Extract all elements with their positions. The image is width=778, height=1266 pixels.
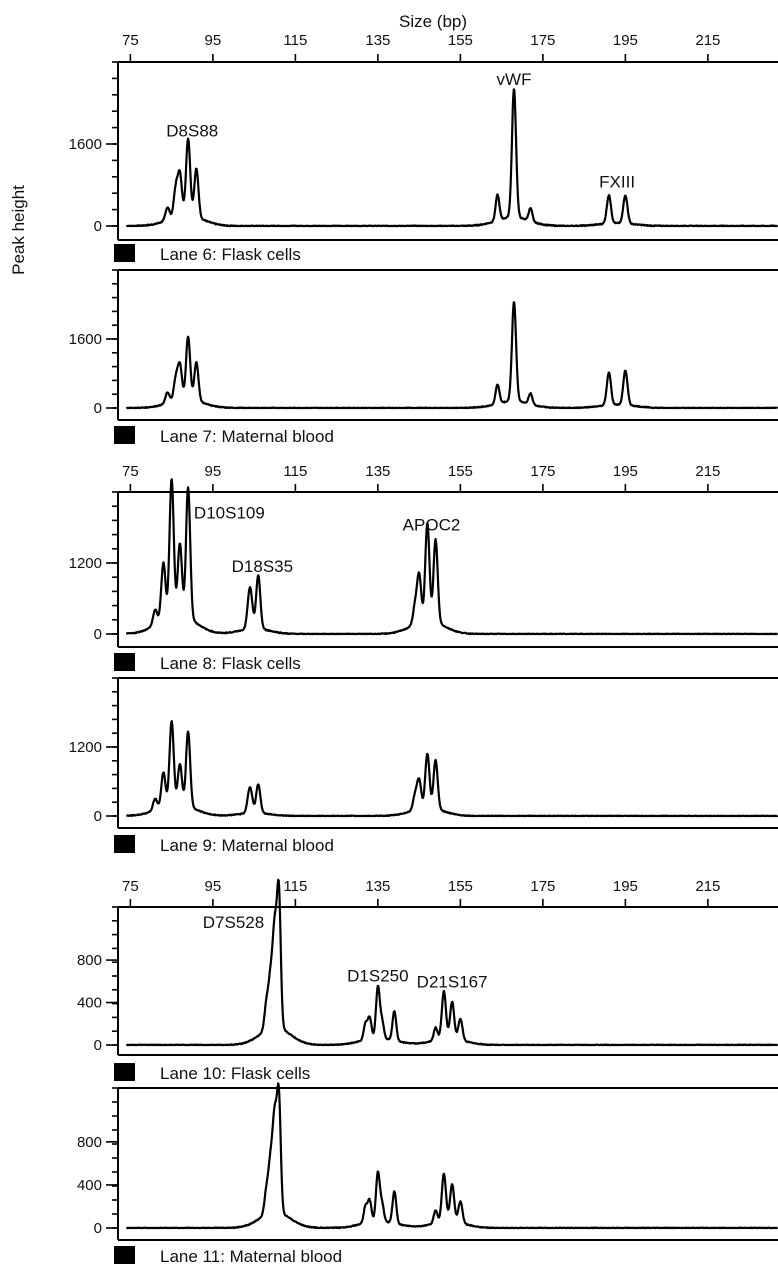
peak-label: D21S167 <box>417 973 488 992</box>
lane-panels: 75 95 115 135 155 175 195 215 0 1600 D8S88 vWF FXIII… <box>69 32 778 1266</box>
lane-trace <box>125 478 778 636</box>
y-tick-label: 1200 <box>69 555 102 572</box>
y-tick-label: 0 <box>94 1037 102 1054</box>
peak-label: vWF <box>497 70 532 89</box>
lane-label: Lane 9: Maternal blood <box>160 836 334 855</box>
lane-trace <box>125 301 778 410</box>
lane-marker-square <box>114 426 135 444</box>
y-tick-label: 400 <box>77 995 102 1012</box>
peak-label: D18S35 <box>232 557 293 576</box>
y-tick-label: 1600 <box>69 331 102 348</box>
x-tick-label: 195 <box>613 463 638 480</box>
lane-label: Lane 8: Flask cells <box>160 654 301 673</box>
y-tick-label: 0 <box>94 808 102 825</box>
lane-marker-square <box>114 653 135 671</box>
x-tick-label: 215 <box>695 463 720 480</box>
y-tick-label: 400 <box>77 1177 102 1194</box>
lane-panel: 75 95 115 135 155 175 195 215 0 1600 D8S88 vWF FXIII… <box>69 32 778 264</box>
lane-label: Lane 11: Maternal blood <box>160 1247 342 1266</box>
y-tick-label: 0 <box>94 400 102 417</box>
x-tick-label: 155 <box>448 878 473 895</box>
lane-panel: 0 1200 Lane 9: Maternal blood <box>69 677 778 855</box>
y-axis-label: Peak height <box>9 185 28 275</box>
peak-label: D1S250 <box>347 966 408 985</box>
peak-label: FXIII <box>599 173 635 192</box>
peak-label: D8S88 <box>166 121 218 140</box>
x-tick-label: 195 <box>613 32 638 49</box>
lane-marker-square <box>114 835 135 853</box>
lane-panel: 0 400 800 Lane 11: Maternal blood <box>77 1082 778 1266</box>
x-tick-label: 195 <box>613 878 638 895</box>
y-tick-label: 1200 <box>69 739 102 756</box>
x-tick-label: 175 <box>530 878 555 895</box>
lane-trace <box>125 1082 778 1230</box>
x-tick-label: 175 <box>530 463 555 480</box>
lane-label: Lane 7: Maternal blood <box>160 427 334 446</box>
peak-label: D7S528 <box>203 913 264 932</box>
x-tick-label: 95 <box>205 32 222 49</box>
x-tick-label: 115 <box>283 463 307 480</box>
x-tick-label: 75 <box>122 878 139 895</box>
x-tick-label: 95 <box>205 463 222 480</box>
y-tick-label: 800 <box>77 952 102 969</box>
lane-marker-square <box>114 1063 135 1081</box>
y-tick-label: 0 <box>94 1220 102 1237</box>
x-tick-label: 75 <box>122 463 139 480</box>
lane-trace <box>125 878 778 1047</box>
lane-panel: 75 95 115 135 155 175 195 215 0 400 800 D7S528 D1S25… <box>77 878 778 1083</box>
x-tick-label: 115 <box>283 878 307 895</box>
x-tick-label: 75 <box>122 32 139 49</box>
x-tick-label: 215 <box>695 32 720 49</box>
y-tick-label: 1600 <box>69 136 102 153</box>
y-tick-label: 800 <box>77 1134 102 1151</box>
y-tick-label: 0 <box>94 218 102 235</box>
lane-trace <box>125 720 778 818</box>
x-tick-label: 135 <box>365 463 390 480</box>
x-tick-label: 135 <box>365 878 390 895</box>
lane-label: Lane 6: Flask cells <box>160 245 301 264</box>
x-tick-label: 95 <box>205 878 222 895</box>
lane-marker-square <box>114 1246 135 1264</box>
chart-title: Size (bp) <box>399 12 467 31</box>
lane-panel: 75 95 115 135 155 175 195 215 0 1200 D10S109 D18S35… <box>69 463 778 673</box>
x-tick-label: 115 <box>283 32 307 49</box>
y-tick-label: 0 <box>94 626 102 643</box>
x-tick-label: 215 <box>695 878 720 895</box>
x-tick-label: 155 <box>448 463 473 480</box>
lane-trace <box>125 88 778 228</box>
lane-label: Lane 10: Flask cells <box>160 1064 310 1083</box>
x-tick-label: 155 <box>448 32 473 49</box>
peak-label: D10S109 <box>194 504 265 523</box>
peak-label: APOC2 <box>403 515 461 534</box>
lane-panel: 0 1600 Lane 7: Maternal blood <box>69 269 778 446</box>
lane-marker-square <box>114 244 135 262</box>
x-tick-label: 175 <box>530 32 555 49</box>
x-tick-label: 135 <box>365 32 390 49</box>
